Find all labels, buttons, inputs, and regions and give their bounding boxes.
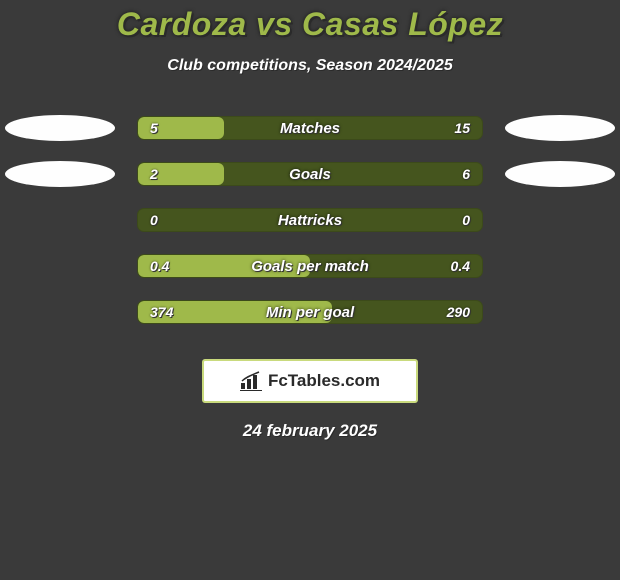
stats-rows: 5 Matches 15 2 Goals 6 0 Hattricks 0 <box>0 105 620 335</box>
stat-bar-matches: 5 Matches 15 <box>137 116 483 140</box>
stat-value-right: 290 <box>435 301 482 323</box>
stat-value-right: 0 <box>450 209 482 231</box>
stat-bar-min-per-goal: 374 Min per goal 290 <box>137 300 483 324</box>
stat-row: 0.4 Goals per match 0.4 <box>0 243 620 289</box>
date-label: 24 february 2025 <box>0 421 620 441</box>
stat-bar-goals-per-match: 0.4 Goals per match 0.4 <box>137 254 483 278</box>
fctables-logo[interactable]: FcTables.com <box>202 359 418 403</box>
stat-label: Goals <box>138 166 482 183</box>
player-left-photo <box>5 115 115 141</box>
bar-chart-icon <box>240 371 262 391</box>
stat-value-right: 6 <box>450 163 482 185</box>
stat-label: Min per goal <box>138 304 482 321</box>
stat-bar-goals: 2 Goals 6 <box>137 162 483 186</box>
stat-row: 5 Matches 15 <box>0 105 620 151</box>
stat-value-right: 0.4 <box>439 255 482 277</box>
stat-label: Hattricks <box>138 212 482 229</box>
subtitle: Club competitions, Season 2024/2025 <box>0 57 620 75</box>
stat-value-right: 15 <box>442 117 482 139</box>
stat-label: Matches <box>138 120 482 137</box>
page-title: Cardoza vs Casas López <box>0 0 620 43</box>
player-right-photo <box>505 115 615 141</box>
stat-row: 0 Hattricks 0 <box>0 197 620 243</box>
logo-text: FcTables.com <box>268 371 380 391</box>
stat-bar-hattricks: 0 Hattricks 0 <box>137 208 483 232</box>
comparison-card: Cardoza vs Casas López Club competitions… <box>0 0 620 580</box>
stat-row: 2 Goals 6 <box>0 151 620 197</box>
player-left-photo <box>5 161 115 187</box>
stat-label: Goals per match <box>138 258 482 275</box>
player-right-photo <box>505 161 615 187</box>
stat-row: 374 Min per goal 290 <box>0 289 620 335</box>
